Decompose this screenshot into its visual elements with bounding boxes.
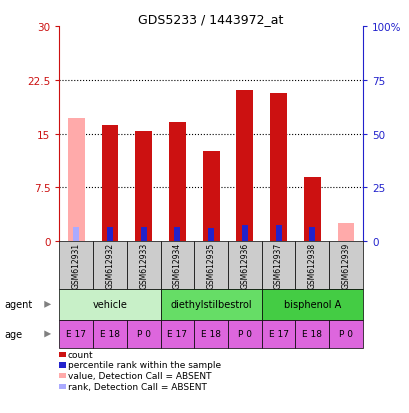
Text: E 17: E 17 <box>66 330 86 339</box>
Polygon shape <box>44 301 51 308</box>
Bar <box>59 242 93 289</box>
Text: GSM612937: GSM612937 <box>273 242 282 288</box>
Text: vehicle: vehicle <box>92 299 127 310</box>
Bar <box>295 320 328 348</box>
Bar <box>93 242 126 289</box>
Bar <box>160 320 194 348</box>
Title: GDS5233 / 1443972_at: GDS5233 / 1443972_at <box>138 13 283 26</box>
Bar <box>93 320 126 348</box>
Bar <box>295 242 328 289</box>
Text: P 0: P 0 <box>136 330 151 339</box>
Bar <box>236 91 253 242</box>
Polygon shape <box>44 331 51 337</box>
Bar <box>208 229 213 242</box>
Bar <box>140 227 146 242</box>
Text: rank, Detection Call = ABSENT: rank, Detection Call = ABSENT <box>68 382 207 391</box>
Text: count: count <box>68 350 93 359</box>
Bar <box>241 225 247 242</box>
Bar <box>227 242 261 289</box>
Bar <box>308 228 315 242</box>
Bar <box>59 289 160 320</box>
Bar <box>126 320 160 348</box>
Bar <box>160 289 261 320</box>
Bar <box>135 131 152 242</box>
Text: age: age <box>4 329 22 339</box>
Text: P 0: P 0 <box>338 330 352 339</box>
Text: GSM612932: GSM612932 <box>105 242 114 288</box>
Bar <box>261 242 295 289</box>
Bar <box>328 242 362 289</box>
Bar <box>160 242 194 289</box>
Text: E 18: E 18 <box>301 330 321 339</box>
Text: GSM612933: GSM612933 <box>139 242 148 288</box>
Bar <box>101 126 118 242</box>
Text: GSM612936: GSM612936 <box>240 242 249 288</box>
Bar <box>194 242 227 289</box>
Bar <box>194 320 227 348</box>
Text: bisphenol A: bisphenol A <box>283 299 340 310</box>
Bar <box>73 228 79 242</box>
Text: E 17: E 17 <box>268 330 288 339</box>
Bar <box>169 123 185 242</box>
Bar <box>202 152 219 242</box>
Text: E 18: E 18 <box>201 330 220 339</box>
Bar <box>59 320 93 348</box>
Bar <box>261 320 295 348</box>
Bar <box>227 320 261 348</box>
Text: GSM612939: GSM612939 <box>341 242 350 288</box>
Bar <box>107 227 113 242</box>
Bar <box>337 224 353 242</box>
Bar <box>270 94 286 242</box>
Text: agent: agent <box>4 299 32 310</box>
Bar <box>328 320 362 348</box>
Text: value, Detection Call = ABSENT: value, Detection Call = ABSENT <box>68 371 211 380</box>
Text: GSM612931: GSM612931 <box>72 242 81 288</box>
Bar <box>303 177 320 242</box>
Bar <box>174 227 180 242</box>
Bar <box>126 242 160 289</box>
Text: GSM612938: GSM612938 <box>307 242 316 288</box>
Text: GSM612934: GSM612934 <box>173 242 182 288</box>
Text: E 18: E 18 <box>100 330 120 339</box>
Text: diethylstilbestrol: diethylstilbestrol <box>170 299 252 310</box>
Text: P 0: P 0 <box>237 330 251 339</box>
Text: GSM612935: GSM612935 <box>206 242 215 288</box>
Bar <box>68 119 85 242</box>
Bar <box>275 225 281 242</box>
Bar <box>261 289 362 320</box>
Text: percentile rank within the sample: percentile rank within the sample <box>68 361 220 370</box>
Text: E 17: E 17 <box>167 330 187 339</box>
